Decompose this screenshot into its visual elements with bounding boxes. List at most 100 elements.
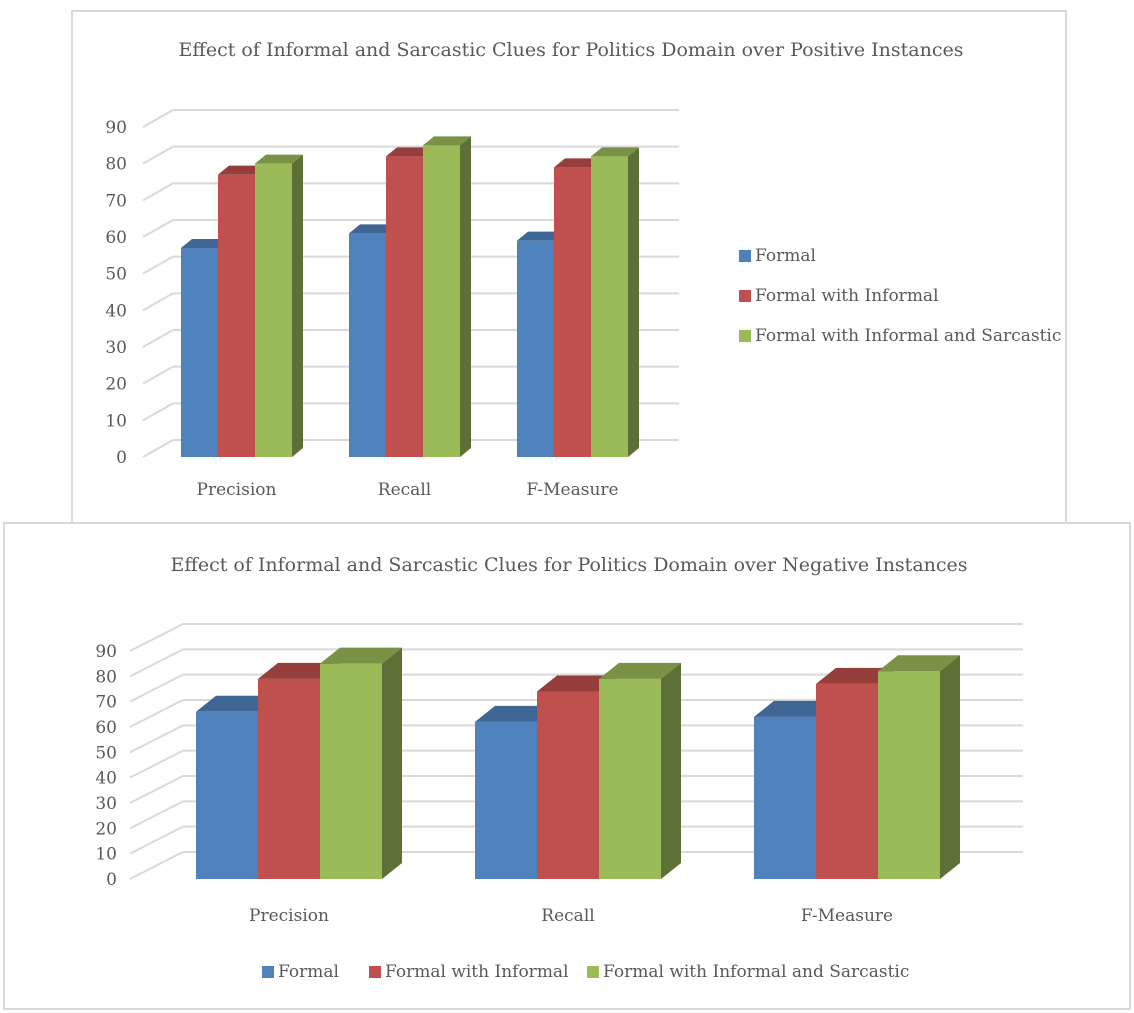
y-tick-label: 20 xyxy=(105,375,127,395)
bar-side xyxy=(292,154,303,457)
y-tick-label: 10 xyxy=(105,411,127,431)
x-tick-label: Precision xyxy=(249,906,329,926)
bar-front xyxy=(754,716,816,879)
bar-f-measure-series-2 xyxy=(816,667,898,879)
bar-front xyxy=(591,156,628,458)
bar-side xyxy=(661,662,681,879)
y-tick-label: 40 xyxy=(95,769,117,789)
bar-top xyxy=(218,165,266,175)
bar-f-measure-series-2 xyxy=(554,158,602,458)
bar-recall-series-1 xyxy=(349,224,397,457)
bar-front xyxy=(517,240,554,457)
y-tick-label: 30 xyxy=(105,338,127,358)
bar-front xyxy=(423,145,460,458)
bar-front xyxy=(258,678,320,879)
y-tick-label: 70 xyxy=(95,693,117,713)
x-tick-label: Recall xyxy=(378,480,431,500)
legend-swatch xyxy=(262,966,274,978)
y-tick-label: 20 xyxy=(95,819,117,839)
bar-top xyxy=(349,224,397,234)
y-tick-label: 0 xyxy=(116,448,127,468)
x-tick-label: Recall xyxy=(541,906,594,926)
x-tick-label: F-Measure xyxy=(801,906,893,926)
chart-title: Effect of Informal and Sarcastic Clues f… xyxy=(170,554,967,576)
legend-item: Formal with Informal xyxy=(369,962,569,982)
bar-side xyxy=(460,136,471,457)
bar-side xyxy=(628,147,639,458)
gridline-diagonal xyxy=(129,775,184,804)
bar-f-measure-series-1 xyxy=(517,231,565,457)
gridline-diagonal xyxy=(142,145,174,165)
bar-front xyxy=(537,691,599,879)
bar-top xyxy=(599,662,681,679)
gridline-diagonal xyxy=(129,724,184,754)
bar-front xyxy=(181,248,218,457)
y-tick-label: 80 xyxy=(95,667,117,687)
bar-front xyxy=(554,167,591,458)
gridline-diagonal xyxy=(142,182,174,202)
gridline-diagonal xyxy=(142,255,174,275)
bar-top xyxy=(255,154,303,164)
legend-label: Formal xyxy=(755,246,816,266)
y-tick-label: 80 xyxy=(105,155,127,175)
bar-precision-series-2 xyxy=(258,662,340,879)
gridline-diagonal xyxy=(129,851,184,880)
gridline-diagonal xyxy=(129,623,184,652)
chart-negative: Effect of Informal and Sarcastic Clues f… xyxy=(95,554,1023,982)
x-tick-label: Precision xyxy=(197,480,277,500)
bar-top xyxy=(878,655,960,672)
legend-swatch xyxy=(739,250,751,262)
legend-swatch xyxy=(739,290,751,302)
bar-front xyxy=(475,721,537,879)
bar-f-measure-series-1 xyxy=(754,700,836,879)
bar-front xyxy=(878,671,940,879)
gridline-diagonal xyxy=(142,219,174,238)
bar-top xyxy=(258,662,340,679)
legend-item: Formal with Informal and Sarcastic xyxy=(739,326,1061,346)
gridline-diagonal xyxy=(129,825,184,855)
bar-top xyxy=(554,158,602,168)
bar-top xyxy=(181,239,229,248)
legend-label: Formal with Informal and Sarcastic xyxy=(755,326,1061,346)
chart-positive: Effect of Informal and Sarcastic Clues f… xyxy=(105,39,1061,500)
gridline-diagonal xyxy=(129,699,184,728)
bar-precision-series-1 xyxy=(196,695,278,879)
legend-item: Formal with Informal xyxy=(739,286,939,306)
bar-recall-series-3 xyxy=(599,662,681,879)
y-tick-label: 60 xyxy=(95,718,117,738)
y-tick-label: 50 xyxy=(95,743,117,763)
bar-f-measure-series-3 xyxy=(591,147,639,458)
bar-top xyxy=(386,147,434,157)
legend-item: Formal with Informal and Sarcastic xyxy=(587,962,909,982)
y-tick-label: 70 xyxy=(105,191,127,211)
bar-precision-series-3 xyxy=(320,647,402,879)
legend-swatch xyxy=(369,966,381,978)
chart-title: Effect of Informal and Sarcastic Clues f… xyxy=(179,39,964,61)
legend-label: Formal with Informal xyxy=(755,286,939,306)
gridline-diagonal xyxy=(142,439,174,458)
bar-front xyxy=(320,663,382,879)
gridline-diagonal xyxy=(142,109,174,128)
bar-front xyxy=(816,683,878,879)
y-tick-label: 90 xyxy=(105,118,127,138)
y-tick-label: 90 xyxy=(95,642,117,662)
y-tick-label: 10 xyxy=(95,845,117,865)
bar-top xyxy=(475,705,557,722)
bar-front xyxy=(255,163,292,457)
legend-swatch xyxy=(739,330,751,342)
bar-recall-series-1 xyxy=(475,705,557,879)
bar-precision-series-2 xyxy=(218,165,266,457)
bar-top xyxy=(591,147,639,157)
chart-panel-positive: Effect of Informal and Sarcastic Clues f… xyxy=(71,10,1067,524)
bar-recall-series-2 xyxy=(537,675,619,879)
bar-recall-series-3 xyxy=(423,136,471,458)
bar-top xyxy=(320,647,402,664)
legend-label: Formal xyxy=(278,962,339,982)
legend-label: Formal with Informal xyxy=(385,962,569,982)
legend-item: Formal xyxy=(262,962,339,982)
gridline-diagonal xyxy=(129,648,184,678)
gridline-diagonal xyxy=(142,292,174,312)
gridline-diagonal xyxy=(142,402,174,422)
bar-top xyxy=(537,675,619,692)
bar-front xyxy=(196,711,258,879)
